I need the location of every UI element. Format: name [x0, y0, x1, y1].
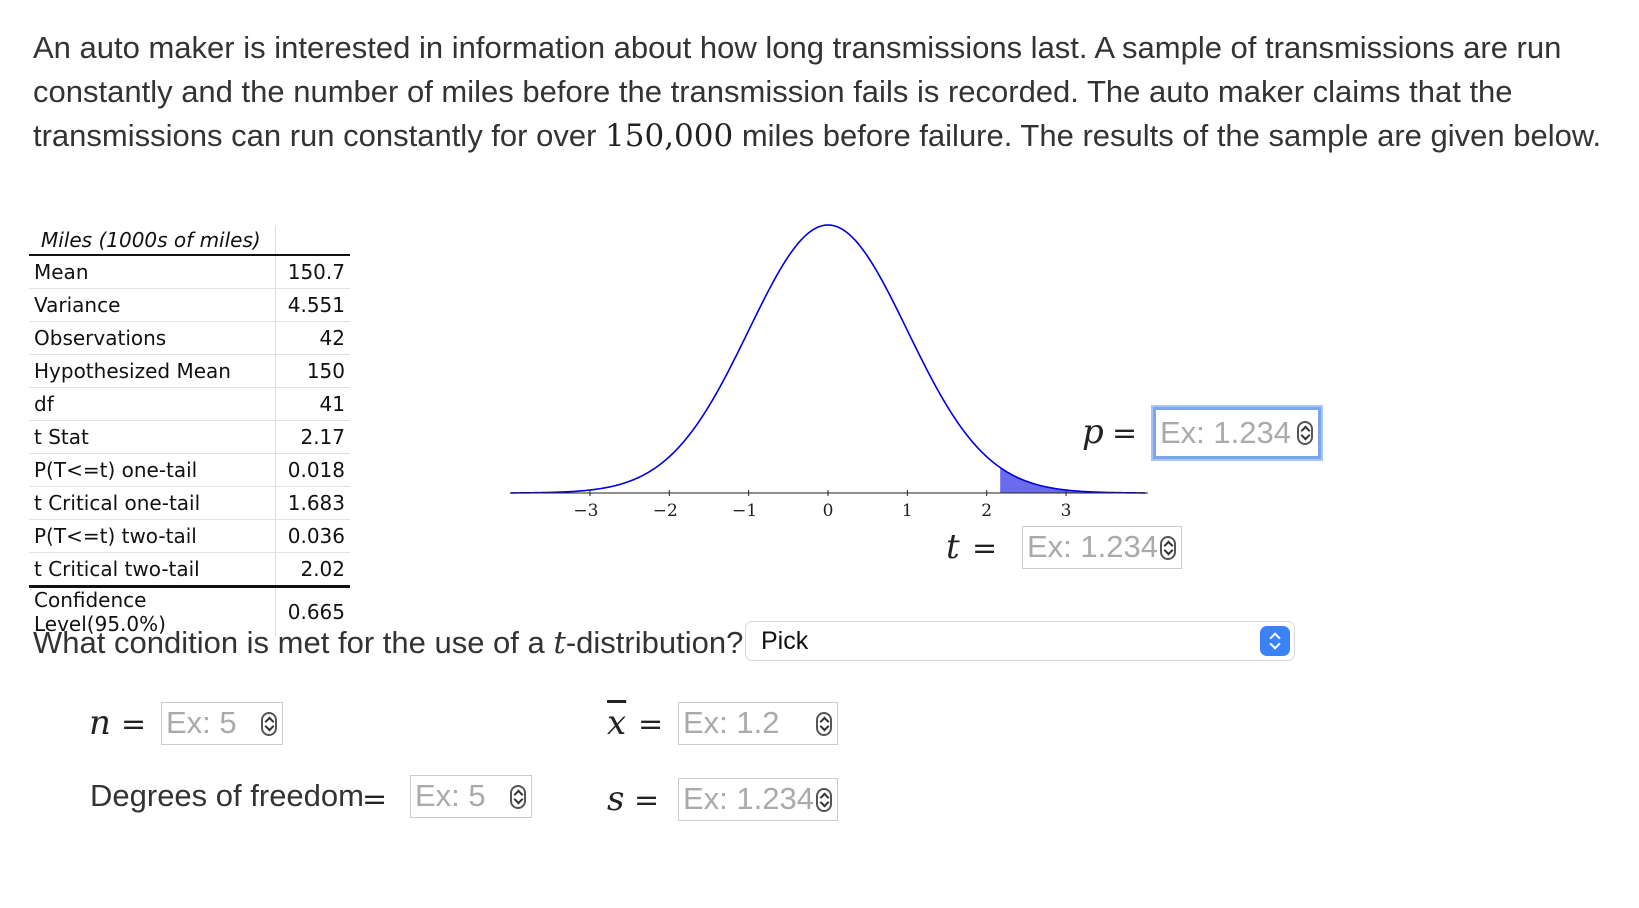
p-value-input[interactable]: Ex: 1.234: [1153, 407, 1321, 459]
xbar-placeholder: Ex: 1.2: [683, 705, 780, 740]
table-row: P(T<=t) one-tail 0.018: [29, 453, 350, 487]
row-value: 2.17: [275, 420, 350, 454]
n-spinner-icon[interactable]: [261, 711, 277, 736]
row-value: 4.551: [275, 288, 350, 322]
table-row: Observations 42: [29, 321, 350, 355]
question-text-before: What condition is met for the use of a: [33, 625, 554, 660]
table-row: t Critical one-tail 1.683: [29, 486, 350, 520]
t-label: t: [946, 527, 960, 567]
problem-text-before: An auto maker is interested in informati…: [33, 30, 1562, 153]
problem-statement: An auto maker is interested in informati…: [33, 26, 1633, 158]
p-equals: =: [1112, 416, 1138, 451]
table-header: Miles (1000s of miles): [29, 226, 276, 256]
t-value-placeholder: Ex: 1.234: [1027, 529, 1158, 564]
table-row: t Stat 2.17: [29, 420, 350, 454]
row-label: t Critical one-tail: [29, 486, 276, 520]
x-tick-label: 0: [823, 501, 834, 521]
row-value: 150: [275, 354, 350, 388]
row-label: P(T<=t) one-tail: [29, 453, 276, 487]
row-value: 42: [275, 321, 350, 355]
dof-label: Degrees of freedom: [90, 778, 364, 813]
table-row: t Critical two-tail 2.02: [29, 552, 350, 588]
select-arrows-icon[interactable]: [1260, 626, 1290, 656]
n-placeholder: Ex: 5: [166, 705, 237, 740]
t-spinner-icon[interactable]: [1160, 535, 1176, 560]
x-tick-label: −2: [653, 501, 678, 521]
condition-question: What condition is met for the use of a t…: [33, 625, 743, 661]
x-tick-label: 1: [902, 501, 913, 521]
question-text-after: -distribution?: [565, 625, 744, 660]
row-value: 0.036: [275, 519, 350, 553]
n-equals: =: [121, 707, 147, 742]
row-value: 2.02: [275, 552, 350, 588]
p-spinner-icon[interactable]: [1297, 421, 1313, 445]
s-equals: =: [634, 783, 660, 818]
dof-equals: =: [362, 782, 388, 817]
row-label: P(T<=t) two-tail: [29, 519, 276, 553]
x-tick-label: 2: [981, 501, 992, 521]
table-row: df 41: [29, 387, 350, 421]
dof-placeholder: Ex: 5: [415, 778, 486, 813]
row-value: 150.7: [275, 255, 350, 289]
dof-input[interactable]: Ex: 5: [410, 775, 532, 818]
row-label: df: [29, 387, 276, 421]
row-label: Variance: [29, 288, 276, 322]
table-row: P(T<=t) two-tail 0.036: [29, 519, 350, 553]
row-value: 0.018: [275, 453, 350, 487]
x-tick-label: 3: [1061, 501, 1072, 521]
dof-spinner-icon[interactable]: [510, 784, 526, 809]
xbar-spinner-icon[interactable]: [816, 711, 832, 736]
condition-select[interactable]: Pick: [745, 621, 1295, 661]
row-label: t Stat: [29, 420, 276, 454]
table-row: Variance 4.551: [29, 288, 350, 322]
s-spinner-icon[interactable]: [816, 787, 832, 812]
xbar-input[interactable]: Ex: 1.2: [678, 702, 838, 745]
condition-select-value: Pick: [761, 627, 809, 655]
question-t: t: [553, 625, 566, 661]
s-placeholder: Ex: 1.234: [683, 781, 814, 816]
t-equals: =: [972, 531, 998, 566]
row-label: Mean: [29, 255, 276, 289]
row-label: Observations: [29, 321, 276, 355]
summary-table: Miles (1000s of miles) Mean 150.7 Variance…: [29, 226, 350, 636]
problem-text-after: miles before failure. The results of the…: [733, 118, 1602, 153]
row-value: 0.665: [287, 600, 345, 624]
row-label: t Critical two-tail: [29, 552, 276, 588]
density-curve: [510, 224, 1146, 494]
s-label: s: [607, 779, 625, 819]
table-row: Mean 150.7: [29, 255, 350, 289]
p-label: p: [1082, 412, 1104, 452]
xbar-label: x: [607, 703, 627, 743]
table-header-blank: [275, 226, 350, 256]
table-row: Confidence Level(95.0%) 0.665: [29, 586, 350, 636]
table-row: Hypothesized Mean 150: [29, 354, 350, 388]
row-label: Confidence Level(95.0%): [29, 586, 276, 636]
row-label: Hypothesized Mean: [29, 354, 276, 388]
s-input[interactable]: Ex: 1.234: [678, 778, 838, 821]
n-input[interactable]: Ex: 5: [161, 702, 283, 745]
row-value: 1.683: [275, 486, 350, 520]
row-value: 41: [275, 387, 350, 421]
claim-value: 150,000: [605, 118, 734, 154]
x-tick-label: −1: [732, 501, 757, 521]
x-tick-label: −3: [573, 501, 598, 521]
t-distribution-plot: −3 −2 −1 0 1 2 3: [510, 224, 1148, 521]
xbar-equals: =: [638, 707, 664, 742]
t-value-input[interactable]: Ex: 1.234: [1022, 526, 1182, 569]
n-label: n: [89, 703, 111, 743]
shaded-tail-area: [1000, 467, 1146, 493]
p-value-placeholder: Ex: 1.234: [1160, 415, 1291, 450]
